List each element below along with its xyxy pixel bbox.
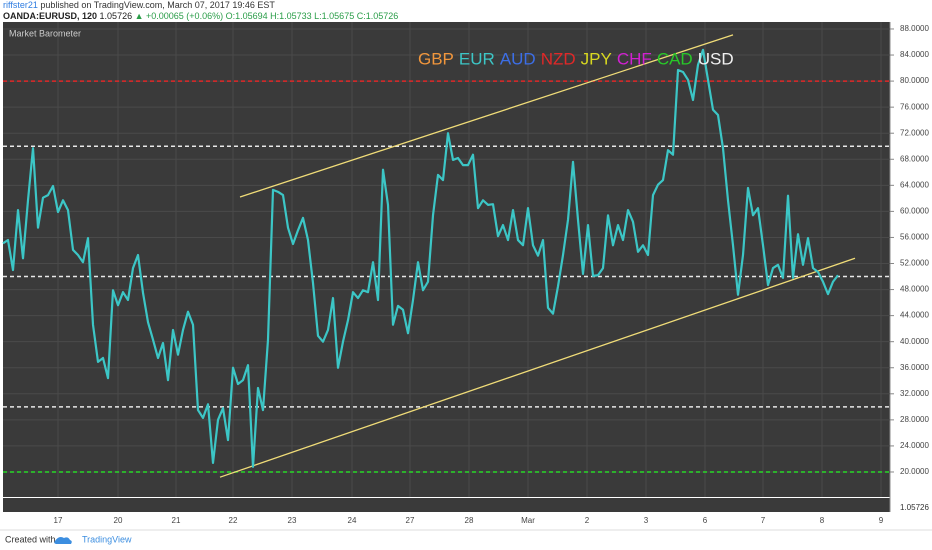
- brand-icon: [54, 537, 72, 544]
- y-tick-label: 20.0000: [900, 467, 929, 476]
- y-tick-label: 48.0000: [900, 285, 929, 294]
- change: ▲ +0.00065 (+0.06%): [135, 11, 223, 21]
- published: published on TradingView.com, March 07, …: [40, 0, 275, 10]
- y-tick-label: 28.0000: [900, 415, 929, 424]
- y-tick-label: 80.0000: [900, 76, 929, 85]
- legend-label: CHF: [617, 49, 652, 68]
- x-tick-label: 8: [820, 516, 825, 525]
- footer-brand: TradingView: [82, 534, 132, 544]
- trend-line: [239, 34, 734, 198]
- x-tick-label: 22: [229, 516, 238, 525]
- legend-label: EUR: [459, 49, 495, 68]
- y-tick-label: 60.0000: [900, 206, 929, 215]
- x-tick-label: 17: [54, 516, 63, 525]
- y-tick-label: 68.0000: [900, 154, 929, 163]
- legend-label: AUD: [500, 49, 536, 68]
- y-tick-label: 88.0000: [900, 24, 929, 33]
- ohlc: O:1.05694 H:1.05733 L:1.05675 C:1.05726: [226, 11, 399, 21]
- lower-pane: [3, 498, 890, 512]
- x-tick-label: 20: [114, 516, 123, 525]
- trend-line: [219, 257, 856, 478]
- y-tick-label: 52.0000: [900, 259, 929, 268]
- x-tick-label: 6: [703, 516, 708, 525]
- x-tick-label: 7: [761, 516, 766, 525]
- x-tick-label: 23: [288, 516, 297, 525]
- y-tick-label: 56.0000: [900, 233, 929, 242]
- y-tick-label: 84.0000: [900, 50, 929, 59]
- y-tick-label: 40.0000: [900, 337, 929, 346]
- x-tick-label: 28: [465, 516, 474, 525]
- y-tick-label: 76.0000: [900, 102, 929, 111]
- series-line: [2, 48, 839, 468]
- price-label: 1.05726: [900, 503, 929, 512]
- legend-label: USD: [698, 49, 734, 68]
- pane-title: Market Barometer: [9, 28, 81, 38]
- x-tick-label: 27: [406, 516, 415, 525]
- legend-label: JPY: [581, 49, 612, 68]
- y-tick-label: 24.0000: [900, 441, 929, 450]
- legend-label: GBP: [418, 49, 454, 68]
- header-line: riffster21 published on TradingView.com,…: [3, 0, 275, 10]
- x-tick-label: 21: [172, 516, 181, 525]
- y-tick-label: 32.0000: [900, 389, 929, 398]
- x-tick-label: 9: [879, 516, 884, 525]
- legend-label: CAD: [657, 49, 693, 68]
- x-tick-label: 3: [644, 516, 649, 525]
- y-tick-label: 72.0000: [900, 128, 929, 137]
- symbol-line: OANDA:EURUSD, 120 1.05726 ▲ +0.00065 (+0…: [3, 11, 398, 21]
- x-tick-label: Mar: [521, 516, 535, 525]
- footer-created: Created with: [5, 534, 56, 544]
- author: riffster21: [3, 0, 38, 10]
- y-tick-label: 44.0000: [900, 311, 929, 320]
- last: 1.05726: [100, 11, 133, 21]
- x-tick-label: 24: [348, 516, 357, 525]
- y-tick-label: 36.0000: [900, 363, 929, 372]
- legend-label: NZD: [541, 49, 576, 68]
- x-tick-label: 2: [585, 516, 590, 525]
- symbol: OANDA:EURUSD, 120: [3, 11, 97, 21]
- y-tick-label: 64.0000: [900, 180, 929, 189]
